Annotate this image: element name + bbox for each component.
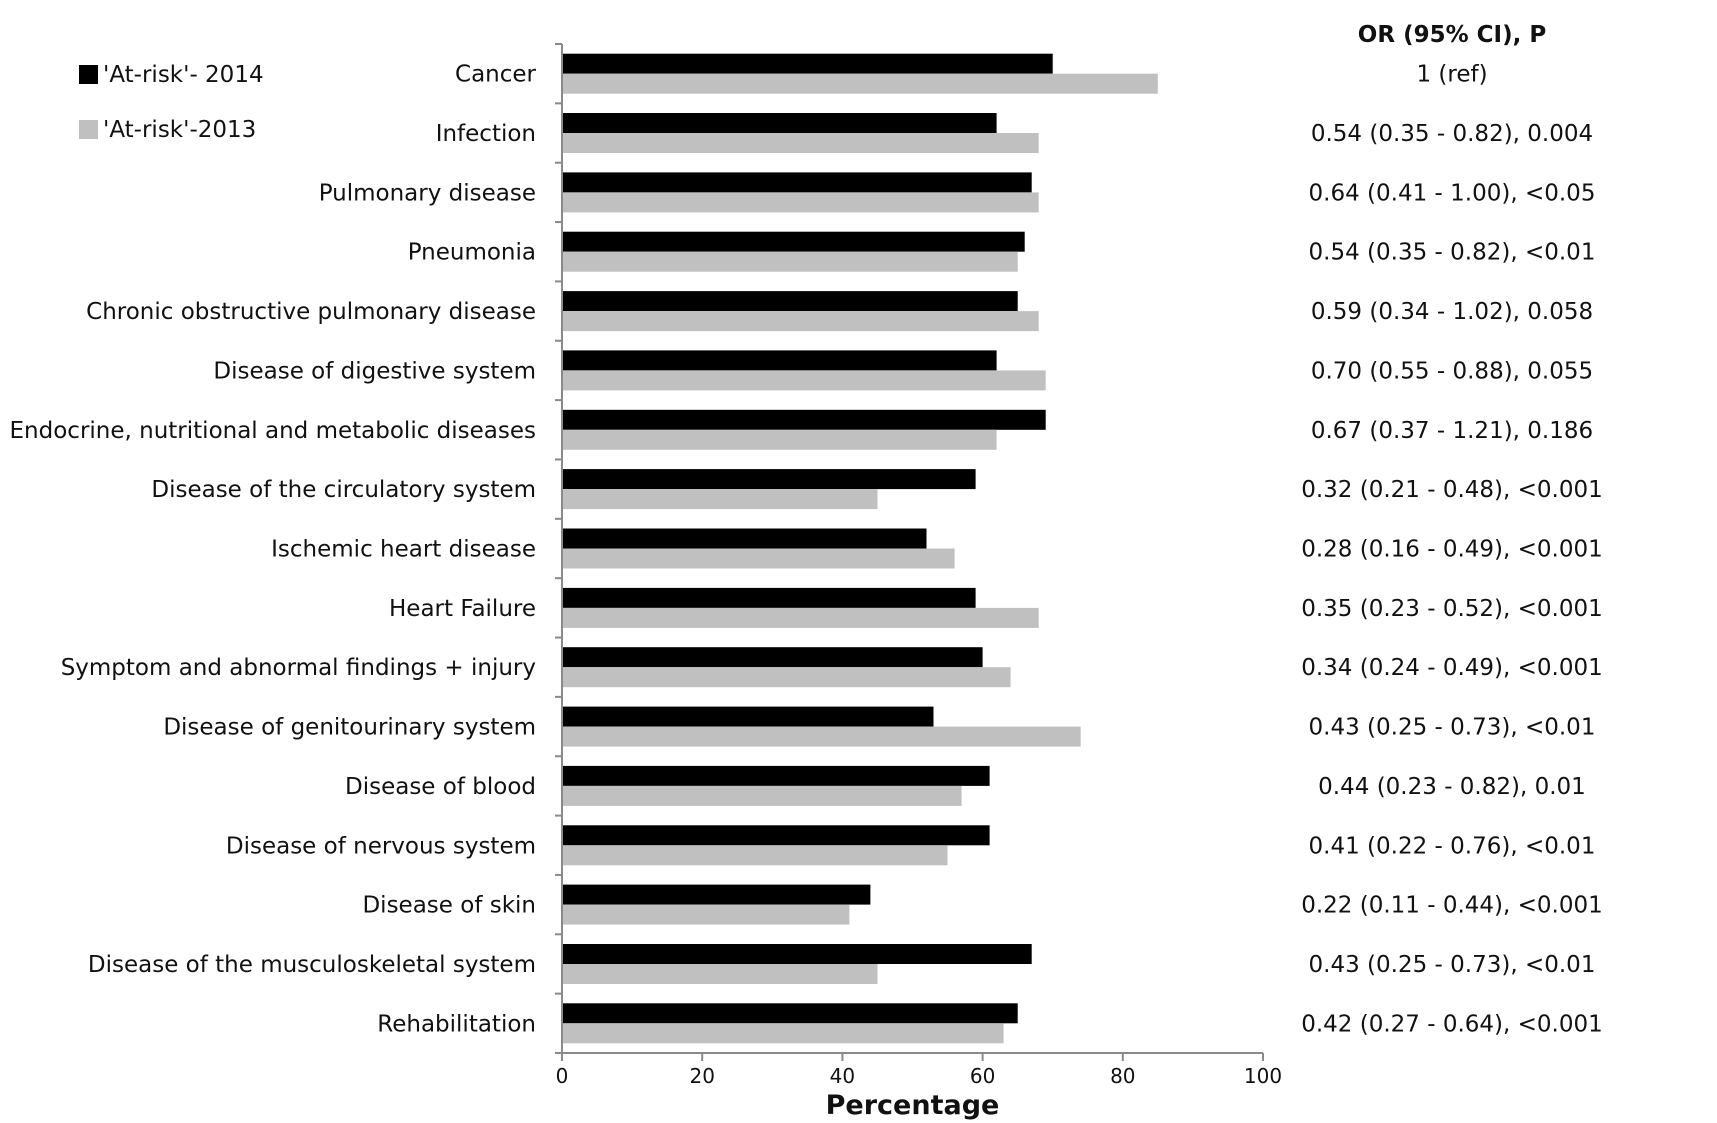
x-tick-label: 100 [1244, 1064, 1282, 1088]
legend-swatch-1 [79, 65, 98, 84]
category-label: Heart Failure [389, 596, 536, 622]
x-tick-label: 40 [830, 1064, 855, 1088]
category-label: Cancer [455, 62, 537, 88]
or-value: 0.67 (0.37 - 1.21), 0.186 [1311, 418, 1593, 444]
bar-series2-2 [562, 192, 1039, 213]
bar-series1-7 [562, 469, 976, 490]
bar-series2-15 [562, 964, 878, 984]
bar-series1-3 [562, 231, 1025, 252]
bar-series2-6 [562, 429, 997, 450]
category-label: Ischemic heart disease [271, 537, 536, 563]
bar-series1-11 [562, 706, 934, 727]
legend-swatch-2 [79, 120, 98, 139]
category-label: Pneumonia [408, 240, 536, 266]
bar-series1-0 [562, 53, 1053, 74]
category-labels: Cancer Infection Pulmonary disease Pneumoni… [10, 62, 537, 1038]
category-label: Disease of genitourinary system [163, 715, 536, 741]
or-value: 0.22 (0.11 - 0.44), <0.001 [1301, 893, 1603, 919]
axes: 0 20 40 60 80 100 Percentage [555, 43, 1282, 1121]
or-value: 0.32 (0.21 - 0.48), <0.001 [1301, 477, 1603, 503]
or-value: 0.41 (0.22 - 0.76), <0.01 [1309, 833, 1596, 859]
bar-series2-12 [562, 785, 962, 806]
x-tick-label: 60 [970, 1064, 995, 1088]
bar-series2-8 [562, 548, 955, 569]
or-value: 0.28 (0.16 - 0.49), <0.001 [1301, 537, 1603, 563]
category-label: Pulmonary disease [319, 180, 536, 206]
or-value: 0.54 (0.35 - 0.82), <0.01 [1309, 240, 1596, 266]
category-label: Disease of the musculoskeletal system [88, 952, 536, 978]
odds-ratio-column: 1 (ref) 0.54 (0.35 - 0.82), 0.004 0.64 (0.… [1301, 22, 1603, 1037]
or-value: 0.59 (0.34 - 1.02), 0.058 [1311, 299, 1593, 325]
bar-series1-13 [562, 825, 990, 846]
or-value: 0.35 (0.23 - 0.52), <0.001 [1301, 596, 1603, 622]
bar-series2-7 [562, 489, 878, 510]
bar-series1-6 [562, 409, 1046, 430]
bar-series1-16 [562, 1003, 1018, 1024]
bar-series1-4 [562, 291, 1018, 312]
bars [562, 53, 1158, 1044]
or-value: 0.43 (0.25 - 0.73), <0.01 [1309, 952, 1596, 978]
or-value: 0.44 (0.23 - 0.82), 0.01 [1318, 774, 1586, 800]
or-value: 0.64 (0.41 - 1.00), <0.05 [1309, 180, 1596, 206]
category-label: Disease of digestive system [213, 358, 536, 384]
x-tick-label: 20 [689, 1064, 714, 1088]
or-value: 0.43 (0.25 - 0.73), <0.01 [1309, 715, 1596, 741]
category-label: Endocrine, nutritional and metabolic dis… [10, 418, 536, 444]
or-value: 1 (ref) [1416, 62, 1487, 88]
bar-series2-3 [562, 251, 1018, 272]
or-value: 0.54 (0.35 - 0.82), 0.004 [1311, 121, 1593, 147]
category-label: Disease of nervous system [226, 833, 536, 859]
bar-series1-14 [562, 884, 871, 905]
x-tick-label: 0 [556, 1064, 569, 1088]
category-label: Disease of skin [362, 893, 536, 919]
bar-series2-14 [562, 904, 850, 925]
category-label: Infection [436, 121, 536, 147]
bar-series2-5 [562, 370, 1046, 391]
bar-series2-1 [562, 133, 1039, 153]
x-axis-title: Percentage [826, 1090, 1000, 1121]
or-value: 0.70 (0.55 - 0.88), 0.055 [1311, 358, 1593, 384]
or-value: 0.42 (0.27 - 0.64), <0.001 [1301, 1011, 1603, 1037]
legend-label-1: 'At-risk'- 2014 [103, 62, 264, 88]
x-tick-label: 80 [1110, 1064, 1135, 1088]
bar-series2-4 [562, 311, 1039, 332]
category-label: Symptom and abnormal findings + injury [61, 655, 536, 681]
bar-series1-9 [562, 587, 976, 608]
bar-series1-10 [562, 647, 983, 668]
category-label: Chronic obstructive pulmonary disease [86, 299, 536, 325]
bar-series1-5 [562, 350, 997, 371]
bar-series2-16 [562, 1023, 1004, 1044]
bar-series2-10 [562, 667, 1011, 688]
category-label: Disease of blood [345, 774, 536, 800]
bar-series1-15 [562, 944, 1032, 964]
bar-series1-2 [562, 172, 1032, 193]
legend-label-2: 'At-risk'-2013 [103, 117, 256, 143]
category-label: Disease of the circulatory system [151, 477, 536, 503]
bar-series2-9 [562, 607, 1039, 628]
or-header: OR (95% CI), P [1358, 22, 1546, 48]
bar-series1-1 [562, 113, 997, 133]
bar-series1-8 [562, 528, 927, 549]
bar-series2-13 [562, 845, 948, 866]
bar-series1-12 [562, 765, 990, 786]
legend: 'At-risk'- 2014 'At-risk'-2013 [79, 62, 264, 143]
category-label: Rehabilitation [377, 1011, 536, 1037]
or-value: 0.34 (0.24 - 0.49), <0.001 [1301, 655, 1603, 681]
bar-series2-11 [562, 726, 1081, 747]
bar-series2-0 [562, 73, 1158, 94]
